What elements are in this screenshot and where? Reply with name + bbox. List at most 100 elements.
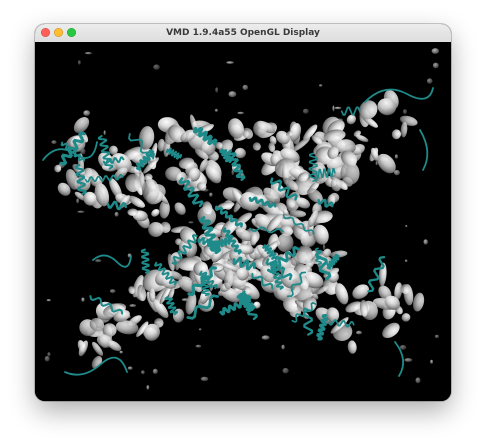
isosurface-blob: [78, 340, 89, 357]
isosurface-blob: [394, 282, 403, 300]
window-title: VMD 1.9.4a55 OpenGL Display: [166, 28, 320, 38]
close-window-button[interactable]: [41, 28, 50, 37]
isosurface-blob: [115, 320, 139, 335]
helix-ribbon: [236, 292, 256, 312]
helix-ribbon: [74, 164, 87, 195]
isosurface-blob: [94, 182, 110, 207]
helix-ribbon: [248, 196, 277, 208]
isosurface-fragment: [393, 169, 400, 176]
isosurface-blob: [236, 267, 250, 281]
isosurface-blob: [335, 283, 349, 305]
opengl-display-canvas[interactable]: [35, 42, 451, 401]
isosurface-blob: [180, 129, 196, 143]
isosurface-blob: [89, 317, 105, 331]
molecule-render[interactable]: [35, 42, 451, 401]
helix-ribbon: [140, 248, 151, 274]
isosurface-fragment: [46, 299, 51, 302]
isosurface-blob: [128, 195, 145, 208]
isosurface-fragment: [195, 344, 202, 348]
isosurface-fragment: [51, 140, 57, 145]
helix-ribbon: [302, 309, 314, 336]
isosurface-blob: [276, 233, 294, 253]
isosurface-blob: [412, 292, 425, 312]
isosurface-blob: [336, 139, 356, 155]
helix-ribbon: [198, 270, 218, 290]
helix-ribbon: [84, 174, 124, 183]
helix-ribbon: [270, 265, 284, 290]
isosurface-fragment: [242, 84, 249, 91]
isosurface-fragment: [83, 110, 91, 116]
isosurface-fragment: [426, 78, 433, 84]
isosurface-blob: [252, 142, 261, 151]
helix-ribbon: [186, 294, 219, 320]
isosurface-blob: [174, 202, 186, 215]
isosurface-fragment: [431, 48, 439, 54]
isosurface-blob: [263, 187, 281, 204]
isosurface-blob: [284, 178, 298, 191]
helix-ribbon: [165, 147, 183, 160]
zoom-window-button[interactable]: [67, 28, 76, 37]
isosurface-fragment: [95, 259, 102, 263]
isosurface-blob: [107, 340, 122, 352]
isosurface-blob: [345, 301, 362, 313]
isosurface-fragment: [76, 198, 80, 204]
isosurface-fragment: [423, 239, 428, 245]
isosurface-blob: [227, 118, 245, 139]
helix-ribbon: [219, 148, 233, 164]
helix-ribbon: [222, 227, 242, 255]
isosurface-fragment: [81, 297, 85, 302]
helix-ribbon: [171, 234, 198, 266]
isosurface-fragment: [375, 161, 378, 166]
isosurface-fragment: [153, 64, 160, 70]
isosurface-fragment: [231, 169, 235, 176]
isosurface-fragment: [404, 358, 413, 362]
isosurface-blob: [159, 200, 170, 219]
isosurface-blob: [91, 341, 104, 356]
isosurface-blob: [353, 130, 361, 137]
window-titlebar[interactable]: VMD 1.9.4a55 OpenGL Display: [35, 24, 451, 43]
isosurface-fragment: [44, 355, 50, 362]
isosurface-blob: [74, 191, 86, 201]
isosurface-blob: [330, 178, 342, 192]
isosurface-fragment: [141, 370, 145, 375]
isosurface-blob: [152, 299, 169, 319]
helix-ribbon: [340, 106, 361, 116]
protein-cartoon-ribbons: [42, 87, 434, 377]
isosurface-fragment: [281, 344, 285, 350]
isosurface-blob: [188, 167, 201, 182]
isosurface-blob: [242, 127, 254, 140]
isosurface-blob: [57, 182, 71, 196]
isosurface-fragment: [198, 328, 202, 331]
isosurface-blob: [148, 221, 164, 238]
isosurface-blob: [201, 140, 216, 156]
isosurface-fragment: [282, 367, 289, 374]
isosurface-blob: [148, 288, 156, 303]
helix-ribbon: [328, 319, 355, 328]
isosurface-blob: [83, 191, 97, 206]
helix-ribbon: [251, 272, 274, 290]
isosurface-fragment: [119, 350, 123, 354]
isosurface-blob: [143, 157, 159, 174]
isosurface-blob: [125, 173, 141, 193]
helix-ribbon: [154, 261, 178, 286]
helix-ribbon: [262, 244, 279, 261]
isosurface-blob: [237, 245, 255, 255]
isosurface-blob: [400, 284, 411, 294]
minimize-window-button[interactable]: [54, 28, 63, 37]
isosurface-blob: [382, 322, 400, 339]
isosurface-fragment: [432, 62, 439, 69]
helix-ribbon: [232, 256, 256, 271]
isosurface-blob: [279, 225, 293, 236]
coil-ribbon: [64, 356, 128, 376]
helix-ribbon: [308, 152, 318, 182]
helix-ribbon: [317, 198, 334, 208]
isosurface-fragment: [394, 154, 398, 159]
helix-ribbon: [164, 295, 179, 316]
isosurface-blob: [253, 120, 268, 137]
isosurface-blob: [384, 295, 400, 310]
isosurface-blob: [178, 157, 195, 169]
isosurface-fragment: [319, 84, 323, 87]
isosurface-blob: [137, 284, 147, 302]
isosurface-fragment: [302, 108, 309, 114]
isosurface-fragment: [84, 52, 92, 55]
